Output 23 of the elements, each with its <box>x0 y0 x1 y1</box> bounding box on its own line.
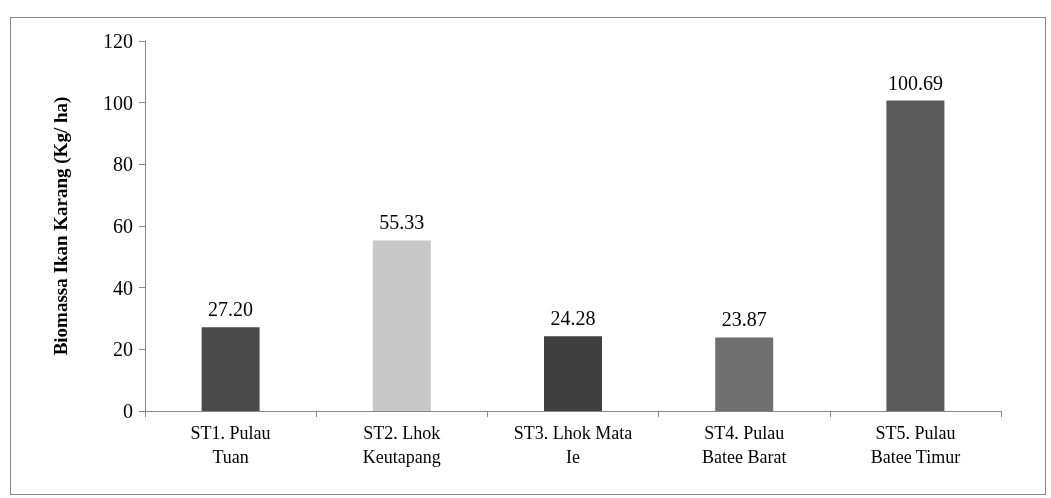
bar <box>372 240 431 411</box>
data-label: 23.87 <box>721 308 767 331</box>
y-tick-label: 40 <box>113 276 133 299</box>
y-tick-label: 60 <box>113 215 133 237</box>
y-tick-label: 100 <box>103 91 133 114</box>
x-tick-label: ST5. Pulau Batee Timur <box>870 423 961 467</box>
y-axis-title: Biomassa Ikan Karang (Kg/ ha) <box>50 96 72 356</box>
data-label: 100.69 <box>887 71 943 94</box>
bar <box>715 337 774 411</box>
y-tick-label: 0 <box>123 400 133 422</box>
y-tick-label: 120 <box>103 30 133 52</box>
bar <box>886 100 945 411</box>
data-label: 24.28 <box>550 307 596 330</box>
x-tick-label: ST2. Lhok Keutapang <box>362 423 441 467</box>
y-tick-label: 20 <box>113 338 133 361</box>
x-tick-label: ST3. Lhok Mata Ie <box>513 423 633 467</box>
y-tick-label: 80 <box>113 153 133 176</box>
bar <box>544 336 602 411</box>
bar <box>201 327 260 411</box>
data-label: 55.33 <box>379 211 425 234</box>
data-label: 27.20 <box>208 298 254 321</box>
x-tick-label: ST1. Pulau Tuan <box>190 423 271 467</box>
x-tick-label: ST4. Pulau Batee Barat <box>701 423 787 467</box>
